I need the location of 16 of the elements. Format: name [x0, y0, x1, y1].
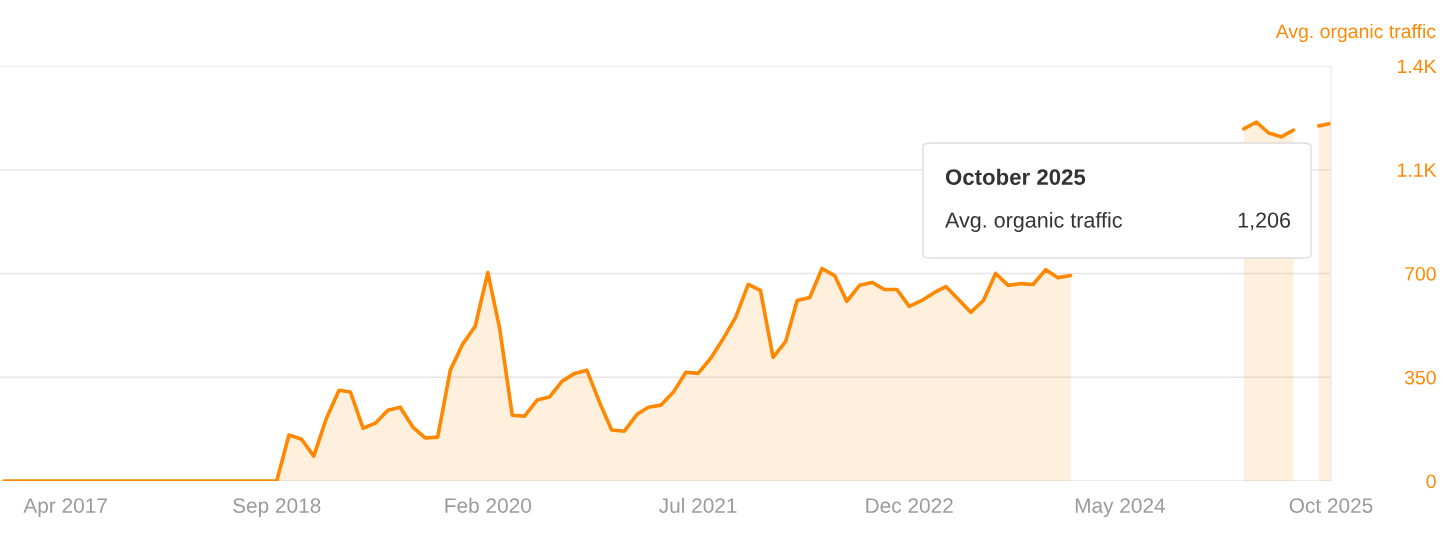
x-tick-label: May 2024 — [1075, 498, 1166, 518]
x-tick-label: Feb 2020 — [445, 497, 532, 513]
y-tick-label: 700 — [1405, 266, 1436, 281]
y-tick-label: 1.4K — [1398, 59, 1437, 74]
y-tick-label: 1.1K — [1398, 163, 1437, 177]
x-tick-label: Jul 2021 — [659, 497, 737, 513]
x-tick-label: Apr 2017 — [23, 498, 107, 518]
annotation: October 2025 — [945, 168, 1086, 185]
annotation: Avg. organic traffic — [945, 211, 1122, 233]
y-tick-label: 350 — [1404, 370, 1436, 385]
x-tick-label: Oct 2025 — [1289, 498, 1373, 513]
x-tick-label: Sep 2018 — [233, 498, 321, 518]
x-tick-label: Dec 2022 — [866, 498, 953, 513]
y-tick-label: 0 — [1426, 474, 1436, 489]
annotation: 1,206 — [1238, 212, 1291, 231]
y-axis-title: Avg. organic traffic — [1275, 23, 1436, 43]
